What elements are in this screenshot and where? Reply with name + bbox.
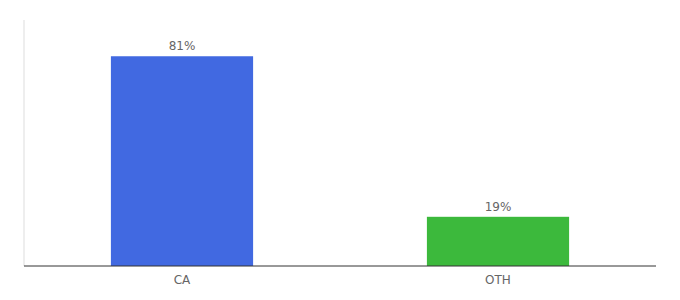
bar	[427, 217, 569, 266]
x-tick-label: CA	[174, 273, 191, 287]
y-axis-line	[24, 20, 25, 266]
bars	[111, 56, 569, 266]
bar	[111, 56, 253, 266]
chart-container: CA OTH 81% 19%	[0, 0, 680, 300]
x-axis-line	[24, 266, 656, 267]
chart: CA OTH 81% 19%	[0, 0, 680, 300]
data-label: 19%	[485, 200, 512, 214]
x-tick-label: OTH	[485, 273, 511, 287]
data-label: 81%	[169, 39, 196, 53]
